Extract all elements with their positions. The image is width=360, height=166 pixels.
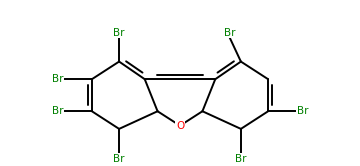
Text: Br: Br — [113, 28, 125, 38]
Text: Br: Br — [113, 154, 125, 164]
Text: Br: Br — [51, 74, 63, 84]
Text: Br: Br — [224, 28, 235, 38]
Text: Br: Br — [297, 106, 309, 116]
Text: Br: Br — [235, 154, 247, 164]
Text: O: O — [176, 121, 184, 131]
Text: Br: Br — [51, 106, 63, 116]
